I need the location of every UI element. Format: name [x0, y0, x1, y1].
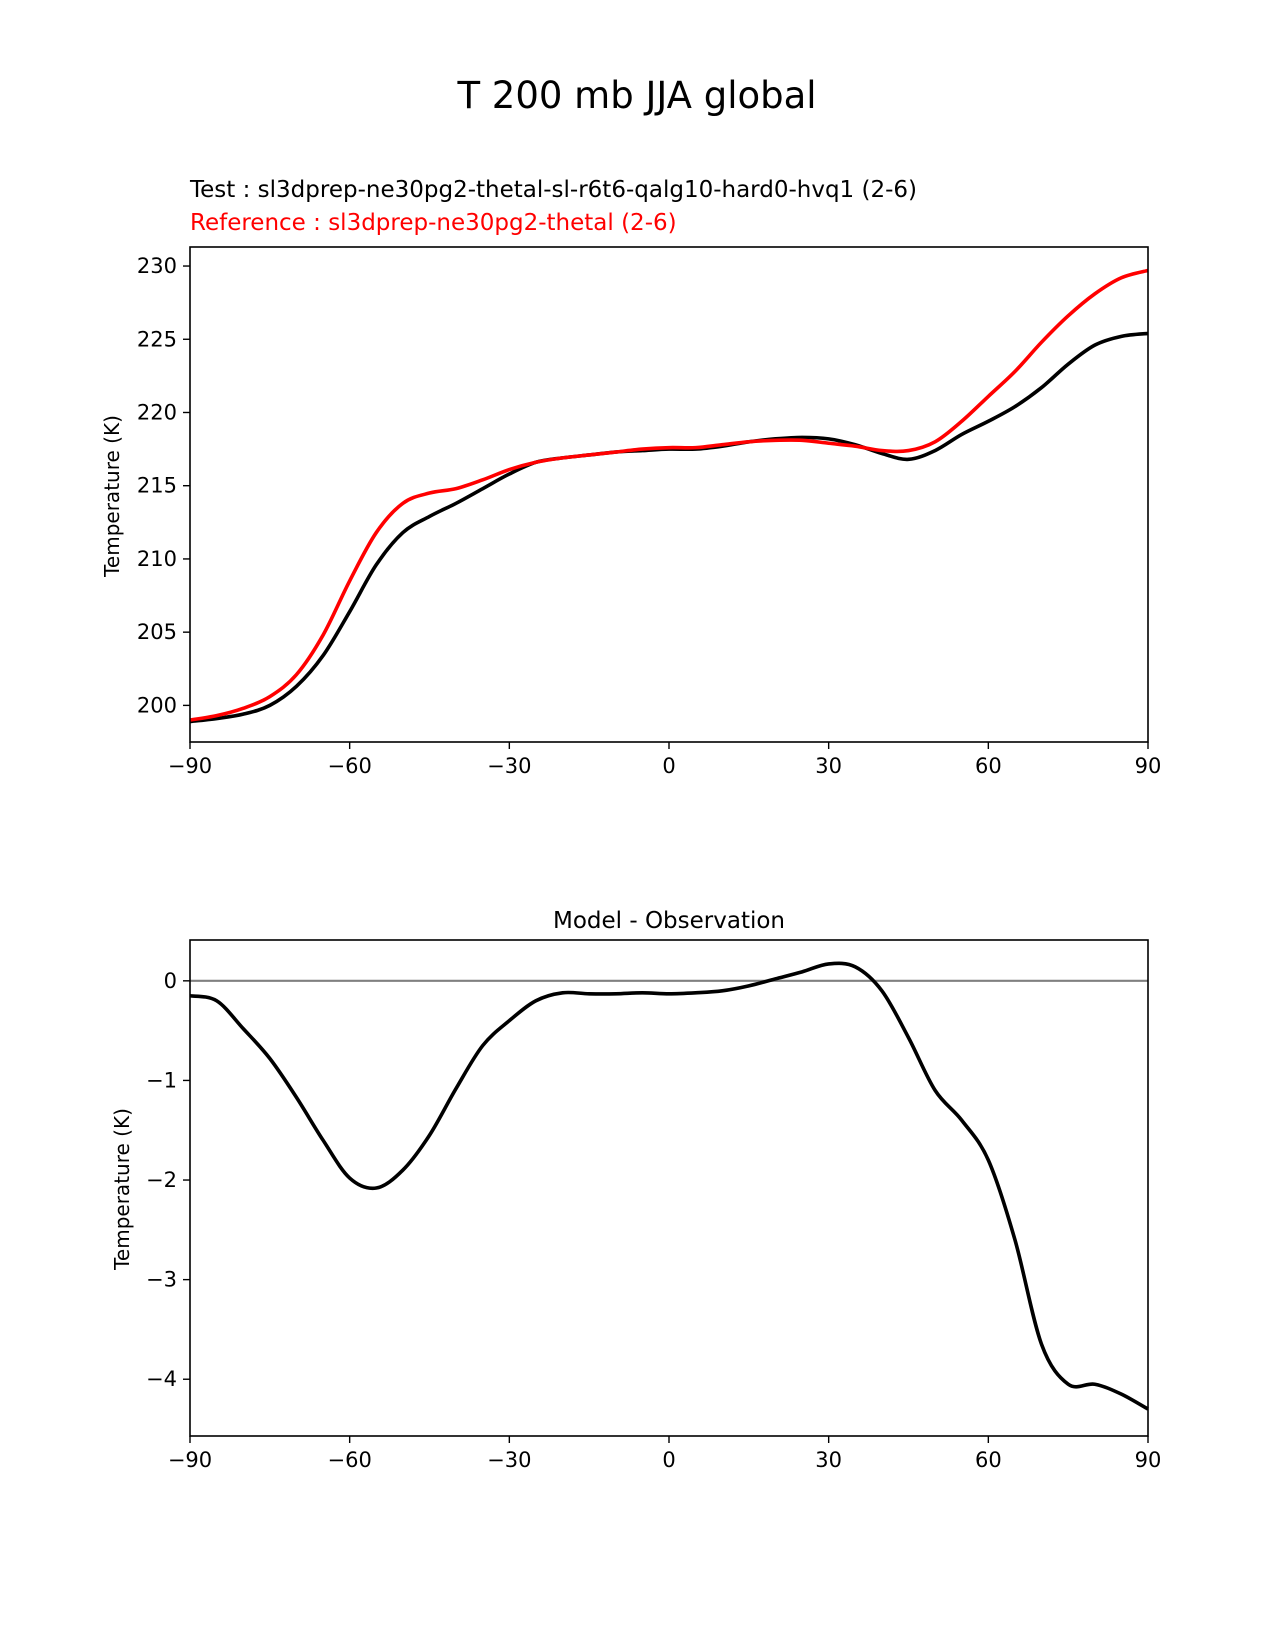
bottom-series-line-difference [189, 961, 1149, 1411]
top-xtick-label: 90 [1135, 754, 1162, 778]
top-xtick-label: 0 [662, 754, 675, 778]
top-ytick-label: 220 [137, 400, 177, 424]
top-series-line-test [189, 331, 1149, 724]
bottom-xtick-label: −30 [487, 1448, 531, 1472]
top-ytick-label: 210 [137, 547, 177, 571]
top-series-line-reference [189, 268, 1149, 722]
bottom-xtick-label: −90 [168, 1448, 212, 1472]
bottom-ytick-label: −4 [146, 1367, 177, 1391]
top-chart: Test : sl3dprep-ne30pg2-thetal-sl-r6t6-q… [100, 177, 1161, 778]
top-xtick-label: 30 [815, 754, 842, 778]
top-ytick-label: 225 [137, 327, 177, 351]
bottom-chart: Model - Observation Temperature (K) −90 −… [110, 908, 1161, 1472]
test-label: Test : sl3dprep-ne30pg2-thetal-sl-r6t6-q… [189, 177, 917, 203]
bottom-plot-frame [189, 939, 1149, 1437]
bottom-xtick-label: 30 [815, 1448, 842, 1472]
bottom-ytick-label: −2 [146, 1168, 177, 1192]
top-xtick-label: −30 [487, 754, 531, 778]
top-xtick-label: −60 [328, 754, 372, 778]
top-ytick-label: 215 [137, 474, 177, 498]
bottom-ytick-label: −3 [146, 1268, 177, 1292]
top-ylabel: Temperature (K) [100, 415, 124, 578]
top-ytick-label: 205 [137, 620, 177, 644]
bottom-xtick-label: −60 [328, 1448, 372, 1472]
bottom-title: Model - Observation [553, 908, 785, 934]
bottom-ytick-label: −1 [146, 1068, 177, 1092]
bottom-ylabel: Temperature (K) [110, 1108, 134, 1271]
top-xtick-label: −90 [168, 754, 212, 778]
bottom-ytick-label: 0 [164, 969, 177, 993]
bottom-xtick-label: 0 [662, 1448, 675, 1472]
figure-title: T 200 mb JJA global [456, 74, 816, 117]
top-xtick-label: 60 [975, 754, 1002, 778]
top-ytick-label: 200 [137, 693, 177, 717]
bottom-xtick-label: 60 [975, 1448, 1002, 1472]
top-plot-frame [189, 246, 1149, 743]
top-ytick-label: 230 [137, 254, 177, 278]
reference-label: Reference : sl3dprep-ne30pg2-thetal (2-6… [190, 210, 677, 236]
bottom-xtick-label: 90 [1135, 1448, 1162, 1472]
